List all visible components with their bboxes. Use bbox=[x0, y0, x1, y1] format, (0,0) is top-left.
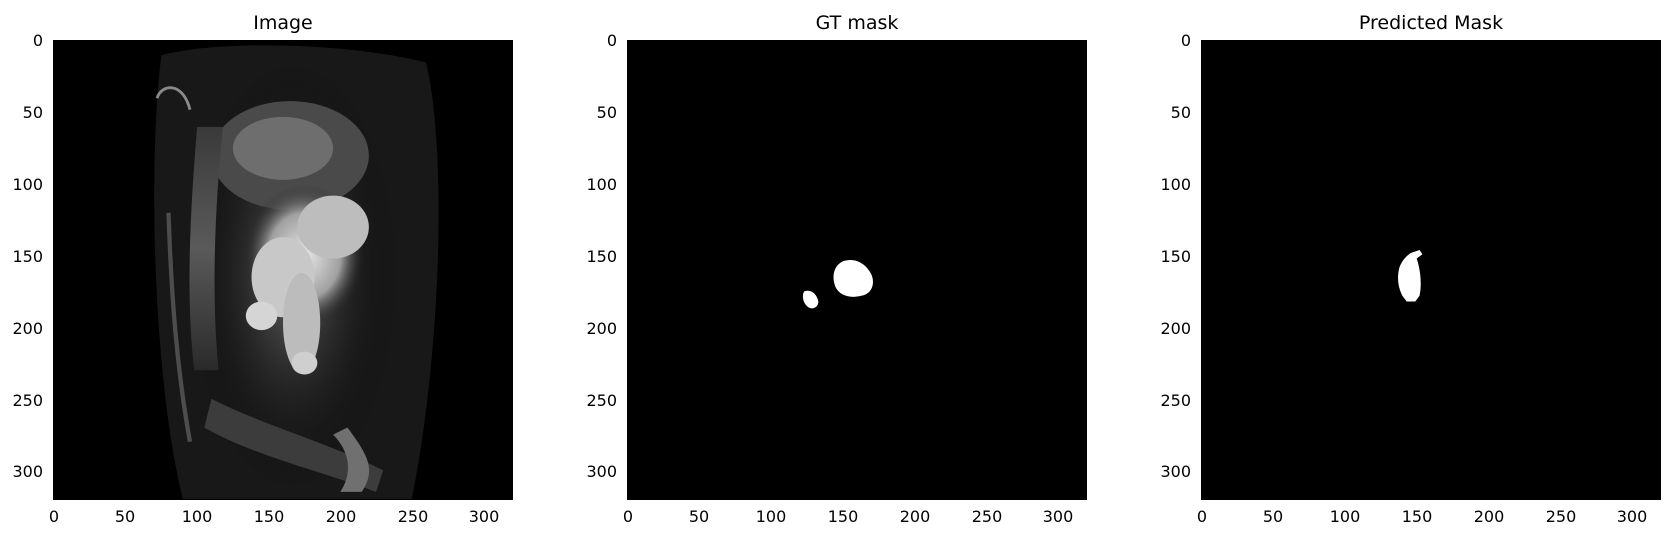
y-tick-label: 200 bbox=[1160, 319, 1191, 338]
y-tick-label: 250 bbox=[586, 391, 617, 410]
panel-title-image: Image bbox=[253, 12, 313, 34]
predicted-mask-image bbox=[1202, 41, 1660, 499]
x-tick-label: 150 bbox=[253, 507, 285, 526]
y-tick-label: 0 bbox=[1180, 31, 1191, 50]
panel-title-predicted-mask: Predicted Mask bbox=[1358, 12, 1504, 34]
mri-image bbox=[54, 41, 512, 499]
gt-mask-image bbox=[628, 41, 1086, 499]
predicted-mask-region bbox=[1398, 249, 1423, 302]
x-tick-label: 100 bbox=[1329, 507, 1361, 526]
y-tick-label: 250 bbox=[1160, 391, 1191, 410]
image-plot bbox=[53, 40, 513, 500]
panel-gt-mask: GT mask 0 50 100 150 200 250 300 0 50 10… bbox=[574, 0, 1094, 546]
y-tick-label: 100 bbox=[12, 175, 43, 194]
y-tick-label: 150 bbox=[586, 247, 617, 266]
x-tick-label: 250 bbox=[1545, 507, 1577, 526]
x-tick-label: 100 bbox=[755, 507, 787, 526]
gt-mask-region-large bbox=[833, 259, 873, 297]
x-tick-label: 50 bbox=[114, 507, 136, 526]
y-tick-label: 0 bbox=[32, 31, 43, 50]
x-tick-label: 150 bbox=[827, 507, 859, 526]
y-tick-label: 50 bbox=[1170, 103, 1191, 122]
y-tick-label: 300 bbox=[1160, 462, 1191, 481]
y-tick-label: 100 bbox=[586, 175, 617, 194]
x-tick-label: 0 bbox=[1196, 507, 1208, 526]
x-tick-label: 300 bbox=[468, 507, 500, 526]
panel-predicted-mask: Predicted Mask 0 50 100 150 200 250 300 … bbox=[1148, 0, 1668, 546]
x-tick-label: 300 bbox=[1616, 507, 1648, 526]
y-tick-label: 50 bbox=[22, 103, 43, 122]
x-tick-label: 0 bbox=[622, 507, 634, 526]
panel-image: Image bbox=[0, 0, 520, 546]
panel-title-gt-mask: GT mask bbox=[815, 12, 899, 34]
x-tick-label: 300 bbox=[1042, 507, 1074, 526]
gt-mask-region-small bbox=[802, 290, 819, 309]
y-tick-label: 150 bbox=[12, 247, 43, 266]
x-tick-label: 50 bbox=[688, 507, 710, 526]
y-tick-label: 300 bbox=[586, 462, 617, 481]
y-tick-label: 50 bbox=[596, 103, 617, 122]
y-tick-label: 200 bbox=[12, 319, 43, 338]
x-tick-label: 150 bbox=[1401, 507, 1433, 526]
x-tick-label: 200 bbox=[899, 507, 931, 526]
x-tick-label: 250 bbox=[971, 507, 1003, 526]
x-tick-label: 0 bbox=[48, 507, 60, 526]
x-tick-label: 250 bbox=[397, 507, 429, 526]
y-tick-label: 300 bbox=[12, 462, 43, 481]
gt-mask-plot bbox=[627, 40, 1087, 500]
x-tick-label: 200 bbox=[325, 507, 357, 526]
x-tick-label: 50 bbox=[1262, 507, 1284, 526]
x-tick-label: 200 bbox=[1473, 507, 1505, 526]
y-tick-label: 0 bbox=[606, 31, 617, 50]
predicted-mask-plot bbox=[1201, 40, 1661, 500]
y-tick-label: 250 bbox=[12, 391, 43, 410]
y-tick-label: 200 bbox=[586, 319, 617, 338]
x-tick-label: 100 bbox=[181, 507, 213, 526]
y-tick-label: 100 bbox=[1160, 175, 1191, 194]
y-tick-label: 150 bbox=[1160, 247, 1191, 266]
